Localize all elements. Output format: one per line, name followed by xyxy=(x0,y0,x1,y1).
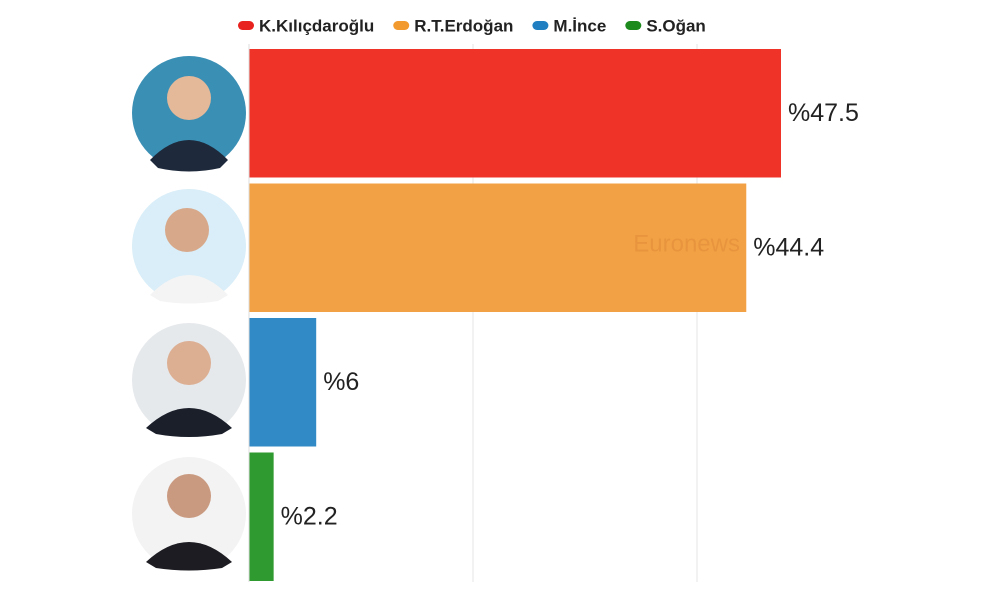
legend-label: R.T.Erdoğan xyxy=(414,16,513,35)
bar xyxy=(249,183,747,312)
bar xyxy=(249,49,781,178)
value-label: %6 xyxy=(323,368,359,396)
legend-swatch xyxy=(625,21,642,30)
legend-swatch xyxy=(238,21,254,30)
portrait xyxy=(132,323,246,437)
legend-label: M.İnce xyxy=(553,16,606,35)
watermark: Euronews xyxy=(633,230,740,257)
value-label: %2.2 xyxy=(281,502,338,530)
portrait xyxy=(132,189,246,304)
portrait xyxy=(132,56,246,172)
bar xyxy=(249,318,317,447)
legend-swatch xyxy=(393,21,410,30)
portrait xyxy=(132,457,246,571)
bar xyxy=(249,452,274,581)
legend-label: S.Oğan xyxy=(646,16,706,35)
legend-label: K.Kılıçdaroğlu xyxy=(259,16,374,35)
legend-swatch xyxy=(532,21,549,30)
portraits xyxy=(132,56,246,571)
value-label: %47.5 xyxy=(788,99,859,127)
value-label: %44.4 xyxy=(753,233,824,261)
